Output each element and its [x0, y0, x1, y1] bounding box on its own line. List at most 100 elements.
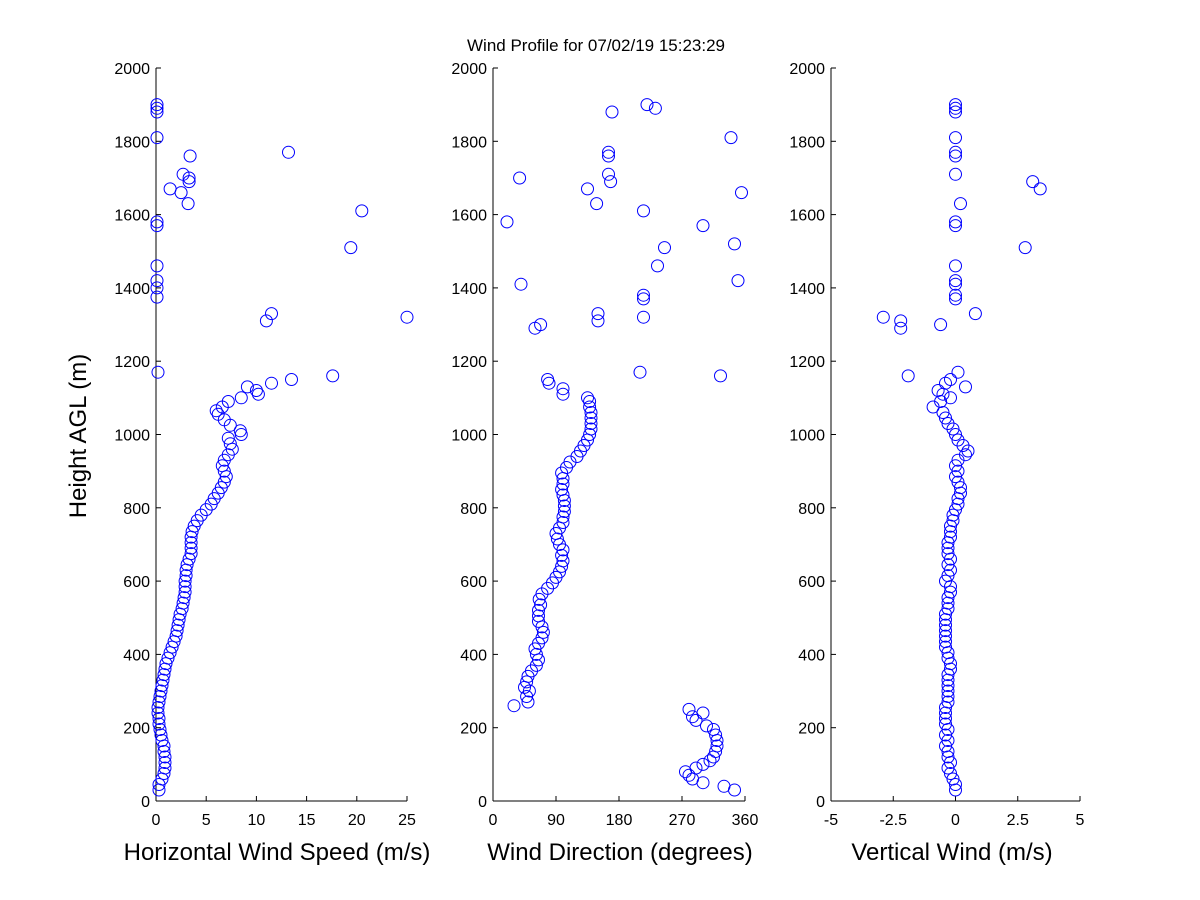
data-point: [696, 219, 710, 233]
data-point: [939, 640, 952, 654]
data-point: [689, 713, 703, 727]
y-ticks: 0 200 400 600 800 1000 1200 1400 1600 1800 2000: [789, 61, 836, 811]
x-tick-label: 0: [951, 812, 960, 829]
data-point: [513, 171, 527, 185]
data-point: [556, 510, 570, 524]
data-point: [648, 101, 662, 115]
y-tick-label: 0: [816, 794, 825, 811]
data-point: [949, 145, 962, 159]
data-point: [158, 750, 172, 764]
data-point: [939, 712, 952, 725]
data-point: [265, 307, 278, 321]
data-point: [150, 259, 164, 273]
x-tick-label: 0: [489, 812, 498, 829]
data-point: [728, 237, 741, 251]
panel-vertical-wind: 0 200 400 600 800 1000 1200 1400 1600 1800 2000 -5…: [789, 61, 1084, 866]
data-point: [1026, 175, 1040, 189]
data-point: [602, 149, 615, 163]
data-point: [209, 404, 223, 418]
data-point: [155, 734, 169, 747]
data-point: [249, 384, 263, 397]
data-point: [178, 580, 192, 594]
data-point: [150, 105, 164, 119]
data-point: [941, 684, 955, 698]
data-point: [939, 635, 952, 649]
data-point: [941, 761, 955, 775]
data-point: [591, 307, 605, 321]
data-point: [400, 310, 414, 324]
data-point: [939, 728, 952, 742]
data-point: [583, 395, 597, 408]
data-point: [941, 690, 955, 703]
data-point: [731, 274, 745, 288]
data-point: [174, 186, 188, 200]
data-point: [714, 369, 727, 383]
data-point: [949, 778, 962, 791]
data-point: [557, 505, 571, 518]
panel-wind-direction: 0 200 400 600 800 1000 1200 1400 1600 1800 2000 0 9…: [451, 61, 758, 866]
y-tick-label: 800: [123, 501, 150, 518]
data-point: [941, 745, 955, 758]
x-tick-label: 5: [202, 812, 211, 829]
data-point: [968, 307, 982, 321]
data-point: [637, 204, 650, 218]
data-point: [178, 585, 192, 599]
data-point: [529, 647, 543, 661]
data-point: [583, 428, 597, 441]
y-tick-label: 2000: [114, 61, 150, 78]
data-point: [185, 525, 199, 539]
data-point: [939, 411, 952, 425]
panel-horizontal-wind-speed: 0 200 400 600 800 1000 1200 1400 1600 1800 2000 0 5…: [65, 61, 430, 866]
data-point: [949, 259, 962, 273]
data-point: [550, 532, 564, 546]
data-point: [686, 772, 699, 786]
data-point: [150, 215, 164, 229]
data-point: [155, 679, 169, 693]
data-point: [344, 241, 358, 255]
y-tick-label: 0: [141, 794, 150, 811]
data-point: [556, 516, 570, 529]
y-tick-label: 1200: [114, 354, 150, 371]
data-point: [150, 219, 164, 233]
data-point: [521, 695, 535, 709]
y-tick-label: 0: [478, 794, 487, 811]
data-point: [703, 754, 717, 768]
x-tick-label: 360: [732, 812, 759, 829]
data-point: [583, 400, 597, 414]
data-point: [901, 369, 915, 383]
data-points: [876, 98, 1047, 797]
data-point: [949, 215, 962, 229]
data-point: [944, 373, 957, 386]
data-point: [522, 684, 536, 698]
data-point: [700, 719, 713, 733]
data-point: [150, 98, 164, 112]
y-tick-label: 1000: [114, 428, 150, 445]
y-tick-label: 1400: [789, 281, 825, 298]
data-point: [682, 768, 696, 782]
data-point: [259, 314, 273, 328]
data-point: [954, 481, 967, 495]
data-point: [637, 292, 650, 306]
data-point: [555, 559, 569, 573]
data-point: [217, 464, 231, 478]
data-point: [282, 145, 295, 159]
y-tick-label: 800: [798, 501, 825, 518]
data-point: [534, 598, 548, 612]
data-point: [175, 602, 189, 616]
y-tick-label: 2000: [451, 61, 487, 78]
data-point: [939, 739, 952, 753]
data-point: [556, 382, 570, 396]
data-point: [152, 712, 166, 725]
data-point: [507, 699, 521, 713]
y-tick-label: 1200: [451, 354, 487, 371]
y-tick-label: 1800: [789, 134, 825, 151]
data-point: [640, 98, 654, 112]
data-point: [949, 470, 962, 484]
x-tick-label: 180: [606, 812, 633, 829]
data-point: [151, 701, 165, 714]
data-point: [584, 411, 598, 425]
data-point: [520, 675, 534, 689]
data-point: [946, 772, 960, 786]
data-point: [251, 387, 265, 401]
